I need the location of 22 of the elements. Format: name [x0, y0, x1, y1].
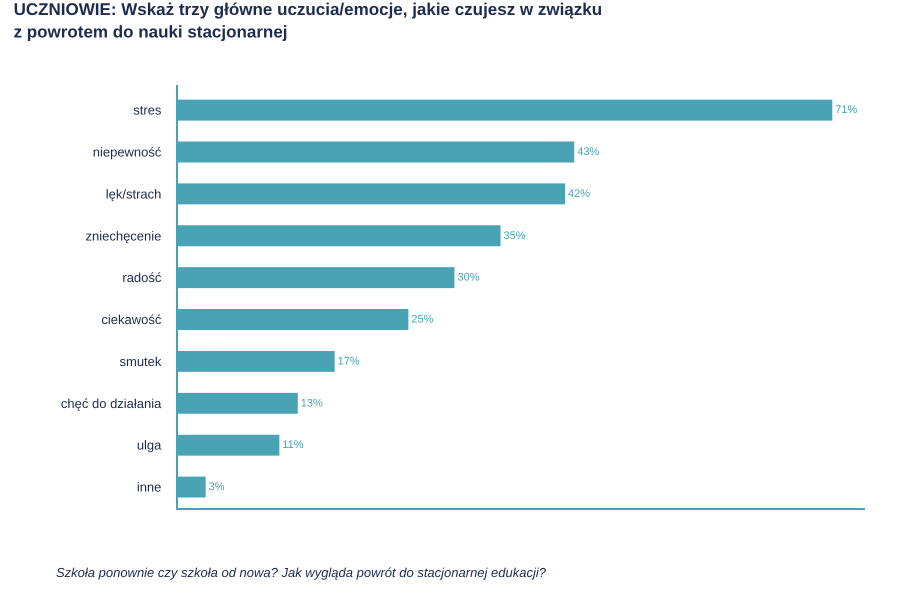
data-label: 30% [457, 272, 480, 284]
y-tick-label: ulga [136, 438, 162, 453]
data-label: 25% [411, 314, 434, 326]
data-label: 71% [835, 104, 858, 116]
y-tick-label: stres [133, 102, 162, 118]
y-tick-label: ciekawość [101, 312, 162, 328]
data-label: 13% [300, 397, 324, 410]
data-label: 35% [504, 230, 526, 242]
y-tick-label: radość [122, 270, 162, 286]
text: Szkoła ponownie czy szkoła od nowa? Jak wygląda powrót do stacjonarnej edukacji? [56, 565, 547, 580]
data-label: 42% [568, 188, 590, 200]
data-label: 11% [282, 439, 304, 452]
data-label: 3% [208, 481, 225, 494]
chart-title: UCZNIOWIE: Wskaż trzy główne uczucia/emocje, jakie czujesz w związku z powrotem do nauki stacjonarnej [14, 0, 602, 42]
y-tick-label: inne [136, 480, 162, 495]
y-tick-label: smutek [119, 354, 162, 369]
y-tick-label: chęć do działania [60, 396, 162, 411]
data-label: 17% [338, 355, 360, 368]
data-label: 43% [577, 146, 600, 158]
y-tick-label: niepewność [92, 144, 162, 160]
y-tick-label: lęk/strach [106, 186, 162, 202]
y-tick-label: zniechęcenie [86, 228, 162, 244]
